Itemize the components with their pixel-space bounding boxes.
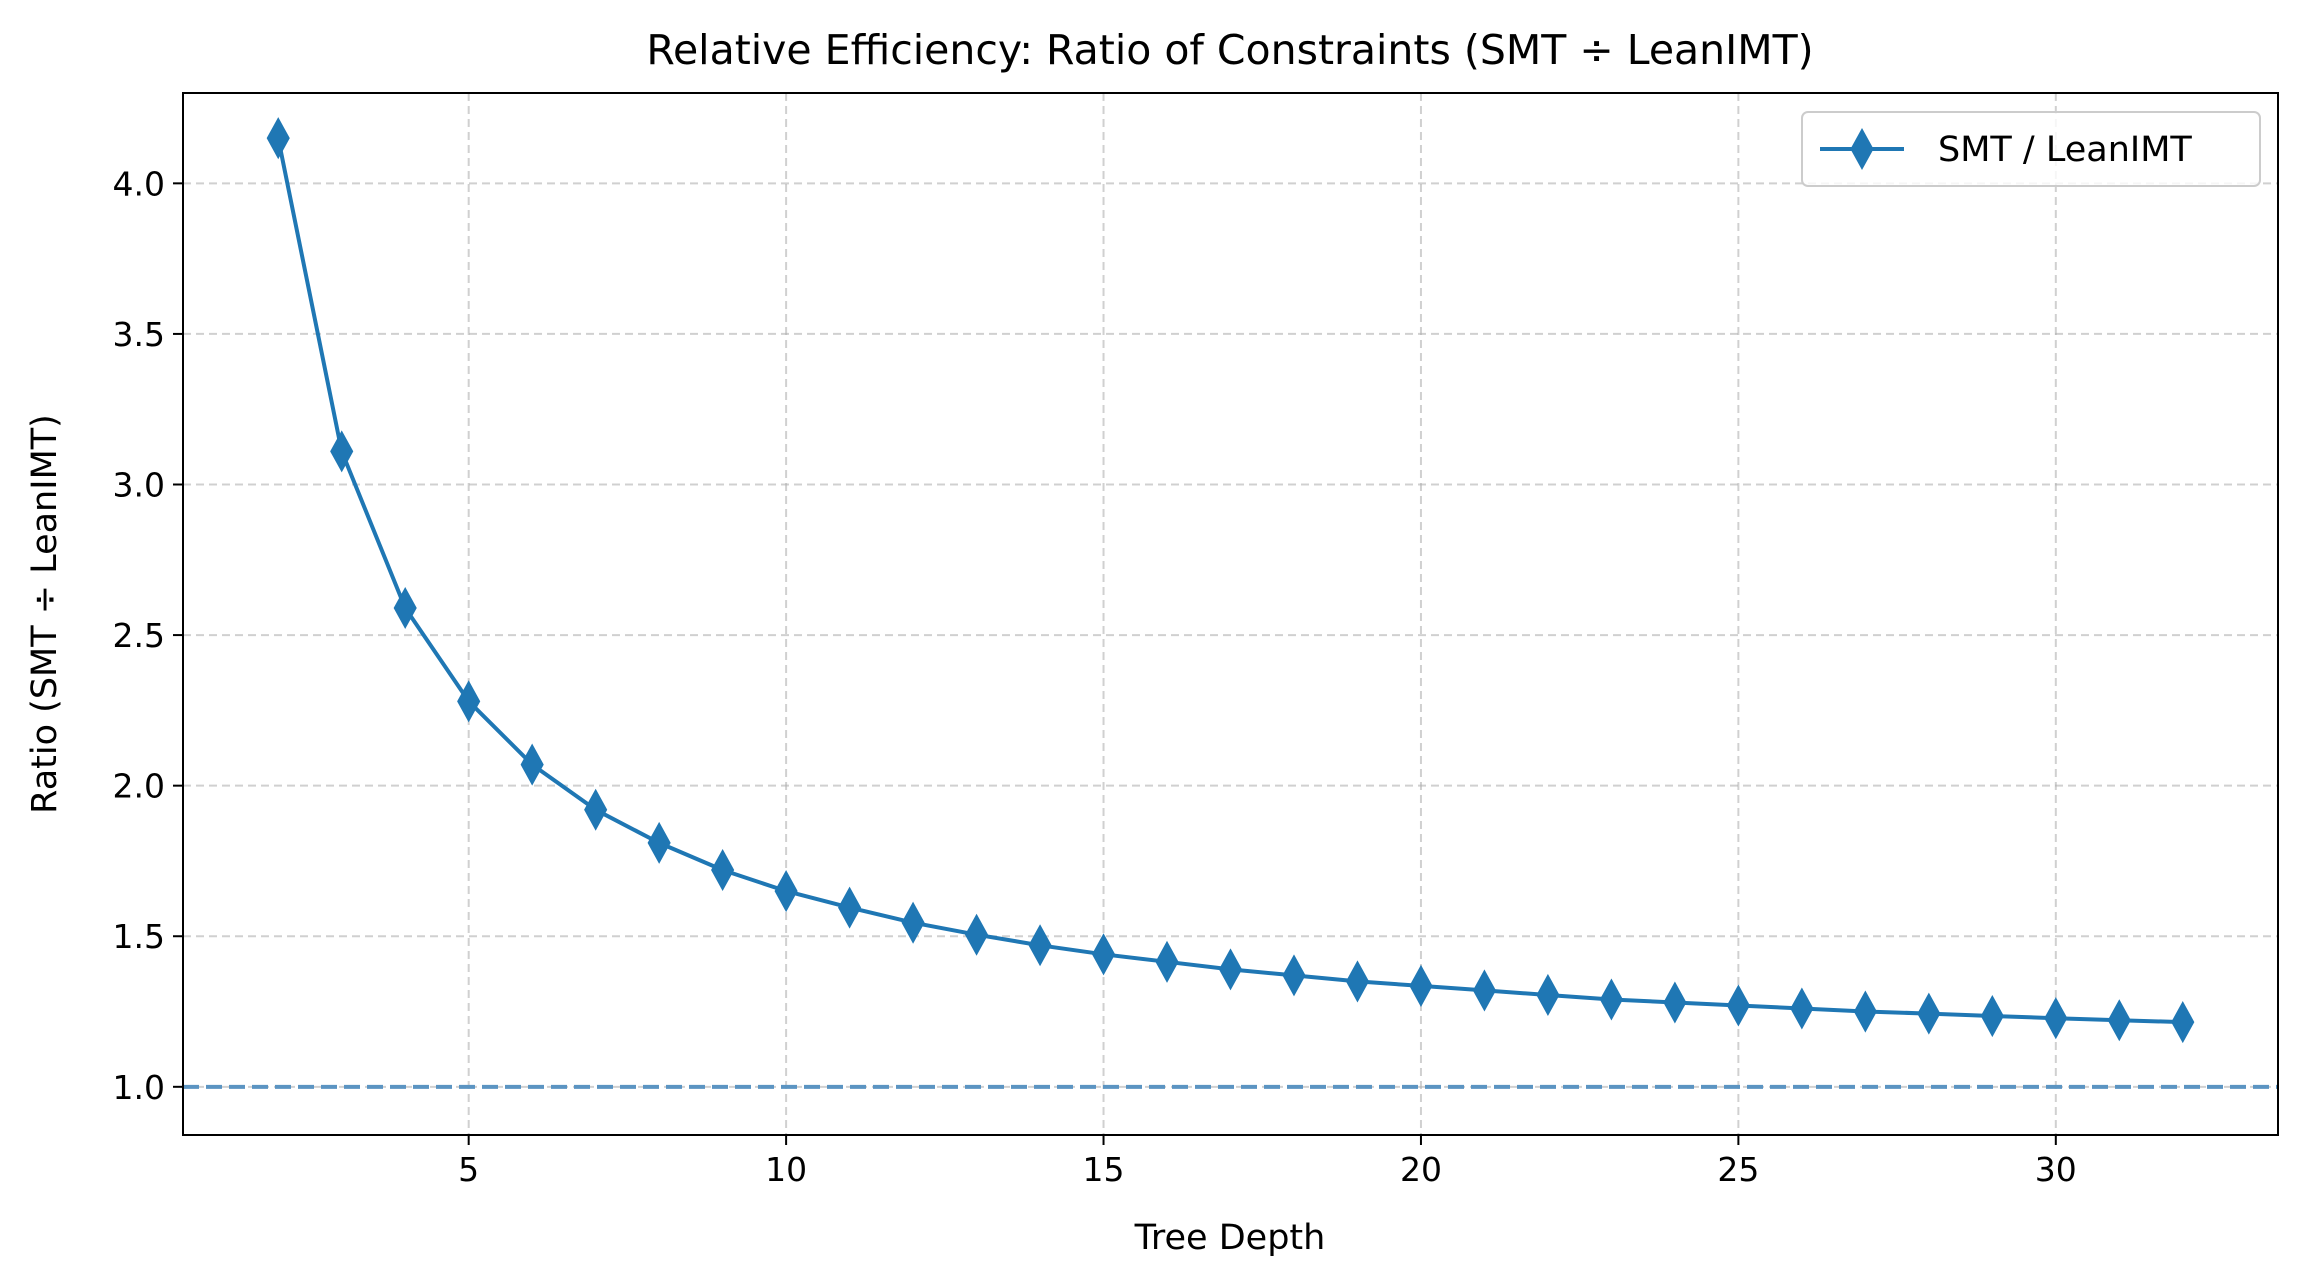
x-tick-label: 25 [1717, 1150, 1759, 1189]
data-point [1091, 933, 1116, 976]
y-tick-label: 2.5 [113, 616, 165, 655]
y-tick-label: 3.5 [113, 315, 165, 354]
data-point [1853, 990, 1877, 1033]
chart-title: Relative Efficiency: Ratio of Constraint… [646, 26, 1813, 74]
legend-label: SMT / LeanIMT [1938, 130, 2192, 170]
data-point [1663, 981, 1687, 1024]
data-point [901, 901, 925, 944]
plot-frame [182, 92, 2279, 1136]
data-point [2171, 1001, 2195, 1044]
data-point [1536, 973, 1560, 1016]
data-point [1218, 948, 1243, 991]
y-tick-label: 4.0 [113, 164, 165, 203]
y-tick-label: 3.0 [113, 466, 165, 505]
data-point [2044, 997, 2068, 1040]
x-tick-label: 10 [765, 1150, 807, 1189]
y-tick-label: 1.0 [113, 1068, 165, 1107]
data-point [266, 117, 290, 160]
data-point [711, 848, 735, 892]
data-point [1155, 940, 1179, 983]
data-point [838, 886, 862, 929]
data-point [1726, 984, 1750, 1027]
data-point [1917, 992, 1941, 1035]
data-point [393, 586, 417, 630]
series-line [276, 137, 2183, 1025]
data-point [964, 913, 989, 956]
legend: SMT / LeanIMT [1801, 111, 2261, 187]
data-point [2107, 999, 2131, 1042]
data-point [457, 680, 481, 723]
data-point [584, 788, 608, 831]
data-point [1409, 964, 1433, 1007]
data-point [1028, 924, 1052, 967]
legend-box [1801, 111, 2261, 187]
x-tick-label: 5 [458, 1150, 479, 1189]
data-point [1282, 954, 1306, 997]
data-point [330, 430, 354, 473]
legend-marker [1850, 127, 1874, 171]
x-tick-label: 20 [1400, 1150, 1442, 1189]
data-point [1345, 960, 1370, 1003]
data-point [1599, 978, 1623, 1021]
x-axis-label: Tree Depth [1134, 1218, 1326, 1258]
data-point [1980, 995, 2004, 1038]
data-point [647, 821, 671, 864]
axes: 5 10 15 20 25 30 1.0 1.5 2.0 2.5 3.0 3.5 4.0 [113, 92, 2279, 1189]
data-point [1472, 969, 1497, 1012]
y-tick-label: 2.0 [113, 767, 165, 806]
plot-area [266, 117, 2195, 1044]
y-tick-label: 1.5 [113, 917, 165, 956]
data-point [1790, 987, 1814, 1030]
x-tick-label: 15 [1083, 1150, 1125, 1189]
data-point [520, 743, 544, 786]
data-point [774, 870, 798, 913]
y-axis-label: Ratio (SMT ÷ LeanIMT) [25, 414, 65, 814]
x-tick-label: 30 [2035, 1150, 2077, 1189]
